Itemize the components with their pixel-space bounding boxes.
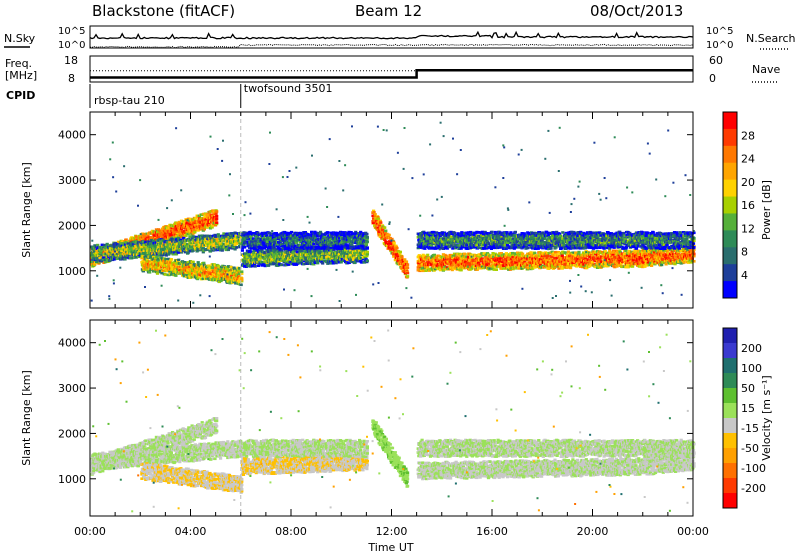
nave-tick-low: 0 <box>709 72 716 85</box>
scatter-cell <box>312 243 315 246</box>
scatter-cell <box>215 218 218 221</box>
date-title: 08/Oct/2013 <box>590 2 683 20</box>
scatter-cell <box>243 246 246 249</box>
radar-summary-plot: Blackstone (fitACF) Beam 12 08/Oct/2013 … <box>0 0 800 554</box>
scatter-cell <box>240 270 243 273</box>
scatter-cell <box>278 247 281 250</box>
scatter-cell <box>164 273 167 276</box>
scatter-cell <box>235 246 238 249</box>
scatter-cell <box>241 249 244 252</box>
scatter-cell <box>254 265 257 268</box>
scatter-cell <box>192 261 195 264</box>
cpid-segment-label: rbsp-tau 210 <box>94 94 165 107</box>
noise-tick-high-right: 10^5 <box>706 26 733 37</box>
noise-traces <box>90 32 693 47</box>
scatter-cell <box>215 221 218 224</box>
nsearch-label: N.Search <box>746 32 796 45</box>
freq-traces <box>90 70 693 77</box>
scatter-cell <box>366 251 369 254</box>
scatter-cell <box>280 264 283 267</box>
scatter-cell <box>148 271 151 274</box>
scatter-cell <box>234 232 237 235</box>
nave-tick-high: 60 <box>709 54 723 67</box>
scatter-cell <box>192 235 195 238</box>
beam-title: Beam 12 <box>355 2 422 20</box>
scatter-cell <box>203 228 206 231</box>
scatter-cell <box>193 231 196 234</box>
freq-tick-low: 8 <box>68 72 75 85</box>
nave-label: Nave <box>752 63 780 76</box>
freq-unit-label: [MHz] <box>5 69 37 82</box>
noise-panel: N.Sky N.Search 10^5 10^0 10^5 10^0 <box>4 26 796 51</box>
nsearch-trace <box>90 44 693 47</box>
noise-tick-low: 10^0 <box>58 40 85 51</box>
scatter-cell <box>290 231 293 234</box>
noise-tick-low-right: 10^0 <box>706 40 733 51</box>
scatter-cell <box>188 235 191 238</box>
scatter-cell <box>215 210 218 213</box>
scatter-cell <box>321 262 324 265</box>
scatter-cell <box>177 259 180 262</box>
scatter-cell <box>155 255 158 258</box>
nsky-label: N.Sky <box>4 32 36 45</box>
scatter-cell <box>240 277 243 280</box>
frequency-trace <box>90 70 693 77</box>
scatter-cell <box>366 259 369 262</box>
cpid-label: CPID <box>6 89 35 102</box>
cpid-row: CPID rbsp-tau 210 twofsound 3501 <box>6 82 333 108</box>
scatter-cell <box>152 240 155 243</box>
frequency-panel: Freq. [MHz] 18 8 60 0 Nave <box>5 54 780 85</box>
scatter-cell <box>170 258 173 261</box>
scatter-cell <box>296 251 299 254</box>
noise-tick-high: 10^5 <box>58 26 85 37</box>
station-title: Blackstone (fitACF) <box>92 2 235 20</box>
scatter-cell <box>197 261 200 264</box>
nsky-trace <box>90 32 693 39</box>
scatter-cell <box>215 213 218 216</box>
cpid-segment-label: twofsound 3501 <box>244 82 333 95</box>
scatter-cell <box>106 243 109 246</box>
freq-tick-high: 18 <box>64 54 78 67</box>
scatter-cell <box>215 215 218 218</box>
scatter-cell <box>326 231 329 234</box>
scatter-cell <box>350 244 353 247</box>
